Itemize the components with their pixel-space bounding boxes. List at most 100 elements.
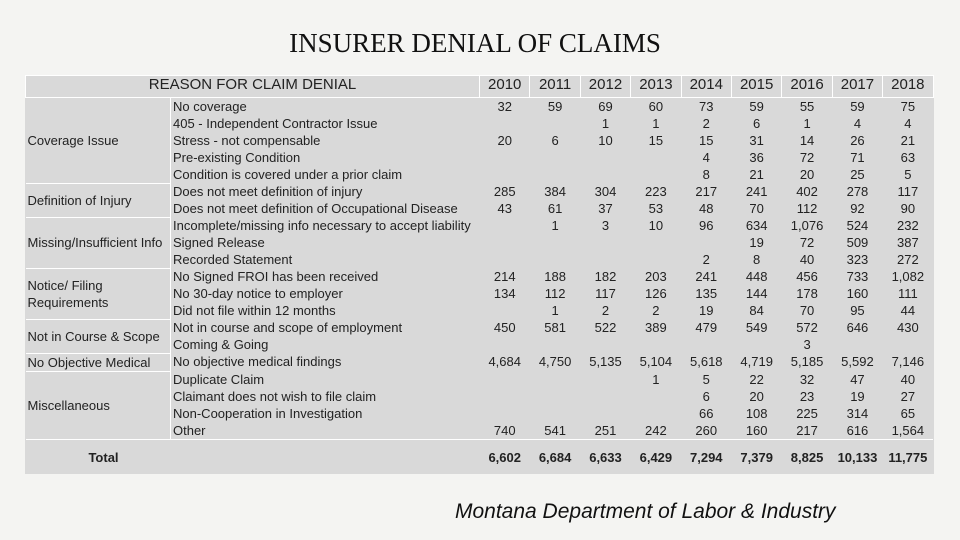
value-cell: 6 [551,133,559,148]
value-cell: 217 [695,184,718,199]
category-cell: No Objective Medical [25,353,171,372]
value-cell: 60 [648,99,664,114]
total-row: Total 6,602 6,684 6,633 6,429 7,294 7,379 8,825… [25,439,934,474]
value-cell: 572 [796,320,818,335]
value-cell: 19 [850,389,865,404]
reason-cell: Signed Release [173,235,265,250]
value-cell: 5,135 [589,354,622,369]
value-cell [580,371,630,388]
value-cell [480,234,530,251]
value-cell [530,149,580,166]
value-cell: 260 [695,423,718,438]
value-cell [480,388,530,405]
value-cell: 4,684 [488,354,521,369]
reason-cell: Does not meet definition of Occupational… [173,201,458,216]
value-cell [883,336,933,353]
total-cell: 11,775 [882,439,934,474]
value-cell: 522 [594,320,617,335]
value-cell: 2 [702,116,710,131]
value-cell: 203 [645,269,667,284]
value-cell: 8 [753,252,761,267]
value-cell: 178 [796,286,818,301]
value-cell [832,336,882,353]
value-cell: 19 [699,303,714,318]
value-cell: 32 [497,99,512,114]
value-cell: 1 [551,303,559,318]
table-row: Condition is covered under a prior claim… [26,166,934,183]
value-cell: 278 [846,184,869,199]
value-cell: 4,719 [740,354,773,369]
reason-cell: Duplicate Claim [173,372,265,387]
value-cell: 112 [544,286,566,301]
value-cell: 90 [900,201,916,216]
value-cell: 10 [648,218,664,233]
reason-cell: Condition is covered under a prior claim [173,167,403,182]
value-cell: 5,592 [841,354,874,369]
value-cell: 4 [853,116,862,131]
value-cell [530,115,580,132]
value-cell [631,336,681,353]
value-cell [530,371,580,388]
value-cell: 65 [900,406,916,421]
value-cell: 217 [796,423,818,438]
value-cell [480,217,530,234]
year-header: 2011 [529,75,581,98]
value-cell [480,336,530,353]
table-row: Pre-existing Condition 4 36 72 71 63 [26,149,934,166]
value-cell: 242 [645,423,667,438]
table-row: Notice/ Filing Requirements No Signed FRO… [25,268,934,320]
value-cell: 5,104 [639,354,673,369]
value-cell: 55 [799,99,815,114]
value-cell: 72 [799,150,815,165]
value-cell: 323 [846,252,869,267]
value-cell: 430 [896,320,919,335]
reason-cell: No Signed FROI has been received [173,269,379,284]
value-cell [530,405,580,422]
value-cell [631,149,681,166]
value-cell [480,166,530,183]
value-cell: 6 [753,116,761,131]
total-label: Total [25,439,480,474]
value-cell [631,251,681,268]
value-cell: 20 [799,167,815,182]
reason-cell: Incomplete/missing info necessary to acc… [173,218,471,233]
reason-cell: Claimant does not wish to file claim [173,389,377,404]
value-cell [631,234,681,251]
value-cell: 20 [497,133,512,148]
table-row: Did not file within 12 months 1 2 2 19 84 70 95… [26,302,934,319]
value-cell: 402 [796,184,818,199]
value-cell: 37 [598,201,613,216]
value-cell: 66 [699,406,714,421]
value-cell: 5 [904,167,912,182]
total-cell: 7,379 [731,439,782,474]
value-cell: 21 [749,167,764,182]
value-cell: 1,564 [891,423,925,438]
value-cell: 135 [695,286,718,301]
reason-cell: 405 - Independent Contractor Issue [173,116,378,131]
year-header: 2012 [579,75,632,98]
value-cell: 740 [493,423,516,438]
year-header: 2014 [680,75,732,98]
value-cell [530,336,580,353]
reason-cell: Coming & Going [173,337,269,352]
value-cell [580,166,630,183]
reason-cell: Recorded Statement [173,252,293,267]
value-cell: 32 [799,372,815,387]
value-cell [480,302,530,319]
table-row: 405 - Independent Contractor Issue 1 1 2 6 1 4… [26,115,934,132]
table-row: Missing/Insufficient Info Incomplete/miss… [25,217,934,269]
value-cell [480,115,530,132]
value-cell: 72 [799,235,815,250]
value-cell: 53 [648,201,664,216]
value-cell: 26 [850,133,865,148]
value-cell: 2 [601,303,610,318]
value-cell: 5 [702,372,710,387]
value-cell: 43 [497,201,512,216]
value-cell [480,149,530,166]
value-cell: 2 [652,303,660,318]
value-cell: 733 [846,269,869,284]
value-cell: 389 [645,320,667,335]
value-cell: 541 [544,423,566,438]
value-cell: 22 [749,372,764,387]
